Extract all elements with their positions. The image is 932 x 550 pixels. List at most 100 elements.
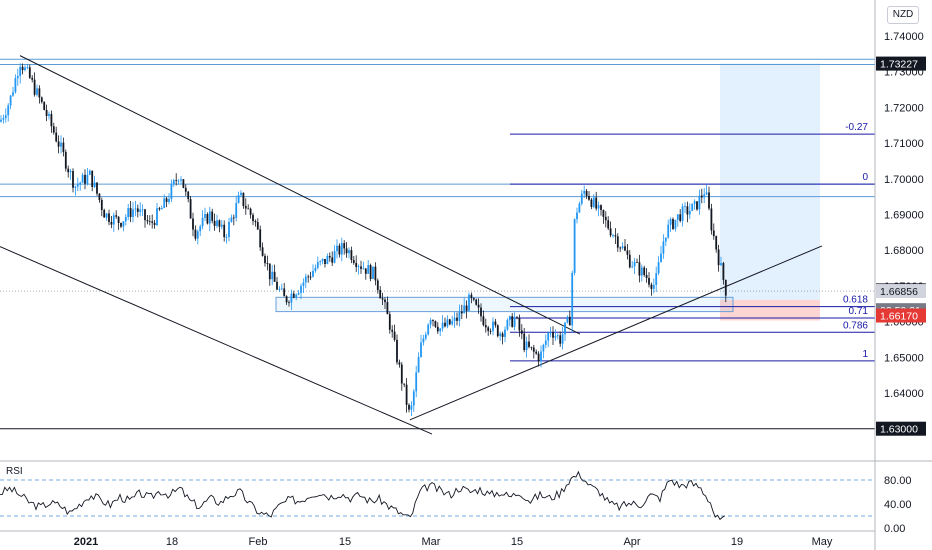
candle-body [343, 243, 346, 249]
candle-body [588, 195, 590, 200]
candle-body [369, 265, 372, 279]
candle-body [345, 248, 348, 254]
candle-body [472, 298, 475, 300]
candle-body [388, 314, 391, 330]
candle-body [223, 224, 226, 238]
candle-body [456, 317, 458, 321]
candle-body [513, 317, 516, 327]
candle-body [192, 218, 194, 230]
price-tag-label: 1.66856 [880, 286, 918, 298]
candle-body [184, 187, 187, 192]
candle-body [259, 229, 262, 248]
candle-body [487, 327, 490, 331]
candle-body [79, 182, 82, 185]
candle-body [693, 201, 696, 204]
candle-body [187, 191, 190, 200]
time-tick-label: Apr [623, 536, 640, 548]
candle-body [355, 262, 358, 268]
candle-body [64, 152, 67, 169]
candle-body [410, 405, 413, 410]
candle-body [470, 294, 473, 299]
price-tick-label: 1.68000 [884, 245, 924, 257]
candle-body [619, 247, 622, 249]
candle-body [312, 270, 314, 277]
candle-body [688, 210, 691, 215]
candle-body [264, 255, 266, 264]
candle-body [700, 195, 703, 198]
price-tick-label: 1.72000 [884, 102, 924, 114]
candle-body [117, 216, 120, 223]
candle-body [504, 329, 506, 337]
candle-body [614, 235, 617, 237]
candle-body [616, 236, 619, 248]
price-tick-label: 1.64000 [884, 388, 924, 400]
candle-body [261, 247, 264, 256]
candle-body [439, 328, 442, 332]
candle-body [144, 209, 146, 221]
price-tag-label: 1.66170 [880, 311, 918, 323]
candle-body [518, 317, 521, 331]
candle-body [571, 272, 574, 326]
candle-body [304, 276, 307, 283]
candle-body [451, 320, 454, 325]
candle-body [256, 222, 259, 230]
candle-body [528, 341, 530, 347]
candle-body [468, 294, 470, 311]
candle-body [148, 221, 151, 223]
candle-body [105, 213, 108, 218]
time-axis: 2021 18 Feb 15 Mar 15 Apr 19 May [0, 530, 875, 548]
candle-body [724, 279, 727, 296]
candle-body [288, 302, 290, 304]
candle-body [578, 203, 581, 213]
candle-body [561, 334, 564, 344]
candle-body [494, 321, 497, 326]
candle-body [705, 192, 708, 195]
candle-body [67, 168, 70, 173]
position-target-zone [720, 63, 820, 300]
candle-body [108, 213, 110, 222]
candle-body [643, 267, 646, 276]
candle-body [604, 216, 607, 221]
candle-body [12, 92, 14, 96]
candle-body [0, 119, 2, 122]
time-tick-label: 19 [731, 536, 743, 548]
candle-body [26, 67, 29, 69]
candle-body [357, 266, 360, 268]
candle-body [691, 203, 694, 211]
candle-body [595, 197, 598, 209]
candle-body [480, 307, 482, 317]
candle-body [151, 221, 154, 223]
candle-body [290, 293, 293, 303]
candle-body [434, 321, 437, 327]
candle-body [124, 216, 127, 222]
time-tick-label: 15 [511, 536, 523, 548]
candle-body [168, 199, 170, 202]
candle-body [715, 236, 718, 250]
candle-body [141, 209, 144, 211]
candle-body [139, 209, 142, 212]
candle-body [650, 284, 653, 289]
candle-body [9, 95, 12, 106]
candle-body [386, 302, 389, 315]
fib-label: -0.27 [845, 122, 868, 133]
candle-body [103, 209, 106, 218]
candle-body [612, 235, 614, 237]
candle-body [276, 281, 278, 290]
candle-body [660, 253, 662, 263]
candle-body [674, 219, 677, 229]
candle-body [338, 245, 341, 255]
time-tick-label: Mar [422, 536, 441, 548]
candle-body [506, 319, 509, 330]
candle-body [712, 230, 715, 237]
candle-body [429, 320, 432, 325]
candle-body [633, 261, 636, 267]
currency-label[interactable]: NZD [887, 6, 919, 24]
candle-body [391, 329, 394, 332]
candle-body [405, 384, 408, 405]
candle-body [170, 184, 173, 200]
candle-body [316, 262, 319, 268]
candle-body [396, 339, 398, 363]
candle-body [252, 214, 254, 222]
candle-body [446, 319, 449, 327]
